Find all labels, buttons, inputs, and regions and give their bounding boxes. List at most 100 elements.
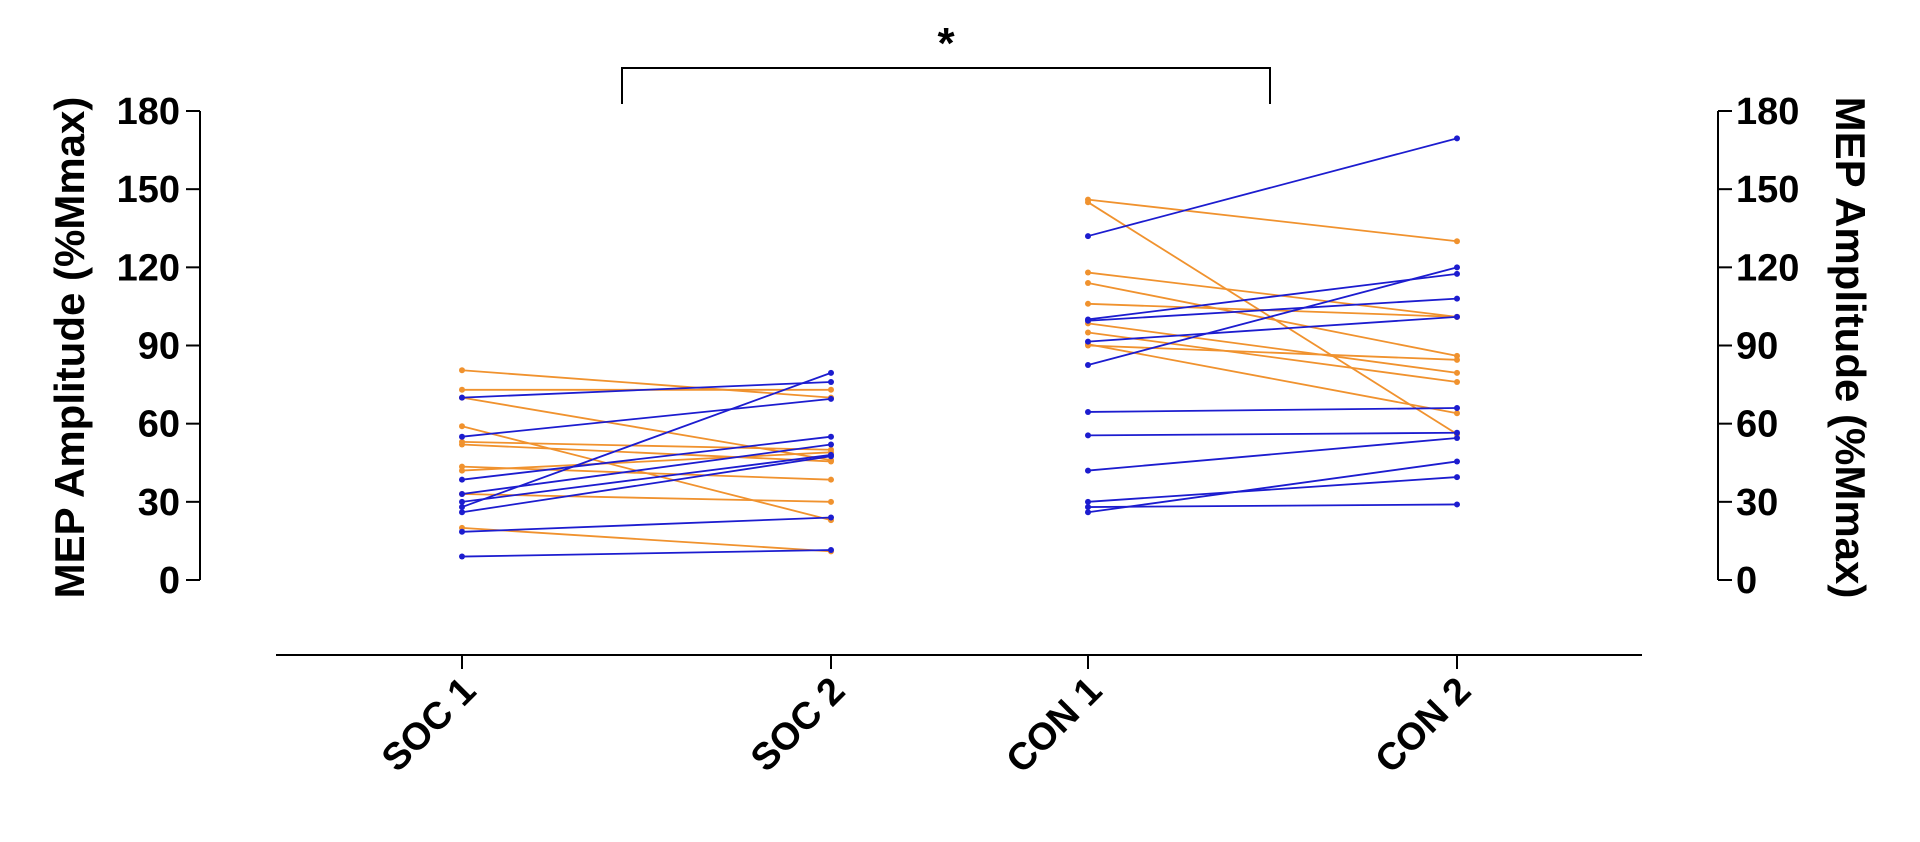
left-tick-label: 0 <box>159 560 180 602</box>
soc-pair-point-blue <box>459 509 465 516</box>
x-category-label: SOC 2 <box>743 670 853 780</box>
soc-pair-point-blue <box>459 491 465 498</box>
soc-pair-line-blue <box>461 454 832 503</box>
con-pair-point-blue <box>1085 467 1091 474</box>
soc-pair-point-blue <box>828 433 834 440</box>
con-pair-point-blue <box>1085 432 1091 439</box>
con-pair-line-orange <box>1087 331 1458 383</box>
soc-pair-point-orange <box>459 386 465 393</box>
right-y-axis: 0 30 60 90 120 150 180 <box>1717 91 1799 602</box>
left-tick-label: 120 <box>117 247 180 289</box>
con-pair-point-blue <box>1085 504 1091 511</box>
soc-pair-point-orange <box>459 367 465 374</box>
con-pair-point-blue <box>1454 458 1460 465</box>
soc-pair-point-blue <box>828 395 834 402</box>
con-pair-point-orange <box>1085 300 1091 307</box>
soc-pair-point-orange <box>828 458 834 465</box>
con-pair-point-blue <box>1454 405 1460 412</box>
soc-pair-point-blue <box>459 394 465 401</box>
con-pair-point-blue <box>1085 498 1091 505</box>
soc-pair-point-orange <box>828 386 834 393</box>
con-pair-point-orange <box>1085 329 1091 336</box>
soc-pair-point-blue <box>828 453 834 460</box>
con-pair-line-blue <box>1087 407 1458 413</box>
soc-pair-line-orange <box>461 451 832 472</box>
con-pair-line-orange <box>1087 271 1458 318</box>
soc-pair-point-blue <box>459 553 465 560</box>
soc-pair-point-blue <box>459 498 465 505</box>
con-pair-point-blue <box>1454 434 1460 441</box>
soc-pair-point-blue <box>459 476 465 483</box>
right-tick-label: 120 <box>1736 247 1799 289</box>
soc-pair-line-orange <box>461 396 832 462</box>
con-pair-point-blue <box>1085 317 1091 324</box>
con-pair-point-orange <box>1454 369 1460 376</box>
soc-pair-point-orange <box>828 476 834 483</box>
soc-pair-point-orange <box>459 441 465 448</box>
soc-pair-point-blue <box>828 514 834 521</box>
soc-pair-line-orange <box>461 465 832 481</box>
x-category-label: CON 2 <box>1368 670 1480 782</box>
soc-pair-point-orange <box>828 498 834 505</box>
con-pair-line-orange <box>1087 322 1458 374</box>
x-category-label: CON 1 <box>999 670 1111 782</box>
paired-lines <box>459 135 1460 560</box>
con-pair-point-blue <box>1085 362 1091 369</box>
soc-pair-point-blue <box>459 504 465 511</box>
con-pair-line-orange <box>1087 282 1458 357</box>
left-y-axis-title: MEP Amplitude (%Mmax) <box>46 97 93 599</box>
right-tick-label: 90 <box>1736 326 1778 368</box>
con-pair-point-blue <box>1454 313 1460 320</box>
soc-pair-line-blue <box>461 381 832 399</box>
con-pair-line-blue <box>1087 503 1458 508</box>
con-pair-point-blue <box>1454 295 1460 302</box>
con-pair-line-blue <box>1087 476 1458 503</box>
soc-pair-line-blue <box>461 516 832 533</box>
con-pair-line-blue <box>1087 437 1458 472</box>
con-pair-point-blue <box>1454 270 1460 277</box>
left-y-axis: 0 30 60 90 120 150 180 <box>117 91 201 602</box>
left-tick-label: 90 <box>138 326 180 368</box>
con-pair-point-blue <box>1454 429 1460 436</box>
con-pair-line-blue <box>1087 297 1458 322</box>
con-pair-line-blue <box>1087 460 1458 514</box>
con-pair-point-orange <box>1085 199 1091 206</box>
soc-pair-line-blue <box>461 398 832 438</box>
soc-pair-line-blue <box>461 435 832 481</box>
x-category-label: SOC 1 <box>374 670 484 780</box>
right-tick-label: 180 <box>1736 91 1799 133</box>
left-tick-label: 150 <box>117 169 180 211</box>
con-pair-point-orange <box>1454 378 1460 385</box>
soc-pair-line-orange <box>461 443 832 463</box>
soc-pair-line-orange <box>461 493 832 503</box>
right-y-axis-title: MEP Amplitude (%Mmax) <box>1827 97 1874 599</box>
right-tick-label: 150 <box>1736 169 1799 211</box>
con-pair-point-blue <box>1085 509 1091 516</box>
con-pair-line-blue <box>1087 137 1458 237</box>
right-tick-label: 60 <box>1736 404 1778 446</box>
soc-pair-line-orange <box>461 441 832 451</box>
con-pair-line-blue <box>1087 315 1458 343</box>
soc-pair-point-blue <box>828 547 834 554</box>
soc-pair-point-blue <box>828 441 834 448</box>
con-pair-point-orange <box>1085 269 1091 276</box>
con-pair-line-orange <box>1087 343 1458 415</box>
x-axis: SOC 1 SOC 2 CON 1 CON 2 <box>276 654 1642 782</box>
soc-pair-point-blue <box>828 369 834 376</box>
con-pair-line-orange <box>1087 198 1458 243</box>
con-pair-point-blue <box>1454 264 1460 271</box>
con-pair-line-blue <box>1087 272 1458 321</box>
soc-pair-point-blue <box>459 528 465 535</box>
right-tick-label: 0 <box>1736 560 1757 602</box>
con-pair-point-blue <box>1454 135 1460 142</box>
con-pair-point-orange <box>1085 279 1091 286</box>
left-tick-label: 60 <box>138 404 180 446</box>
con-pair-point-orange <box>1454 410 1460 417</box>
significance-star: * <box>937 19 955 68</box>
soc-pair-line-blue <box>461 455 832 514</box>
soc-pair-line-orange <box>461 526 832 553</box>
con-pair-point-blue <box>1454 501 1460 508</box>
soc-pair-line-blue <box>461 372 832 508</box>
con-pair-point-blue <box>1085 233 1091 240</box>
